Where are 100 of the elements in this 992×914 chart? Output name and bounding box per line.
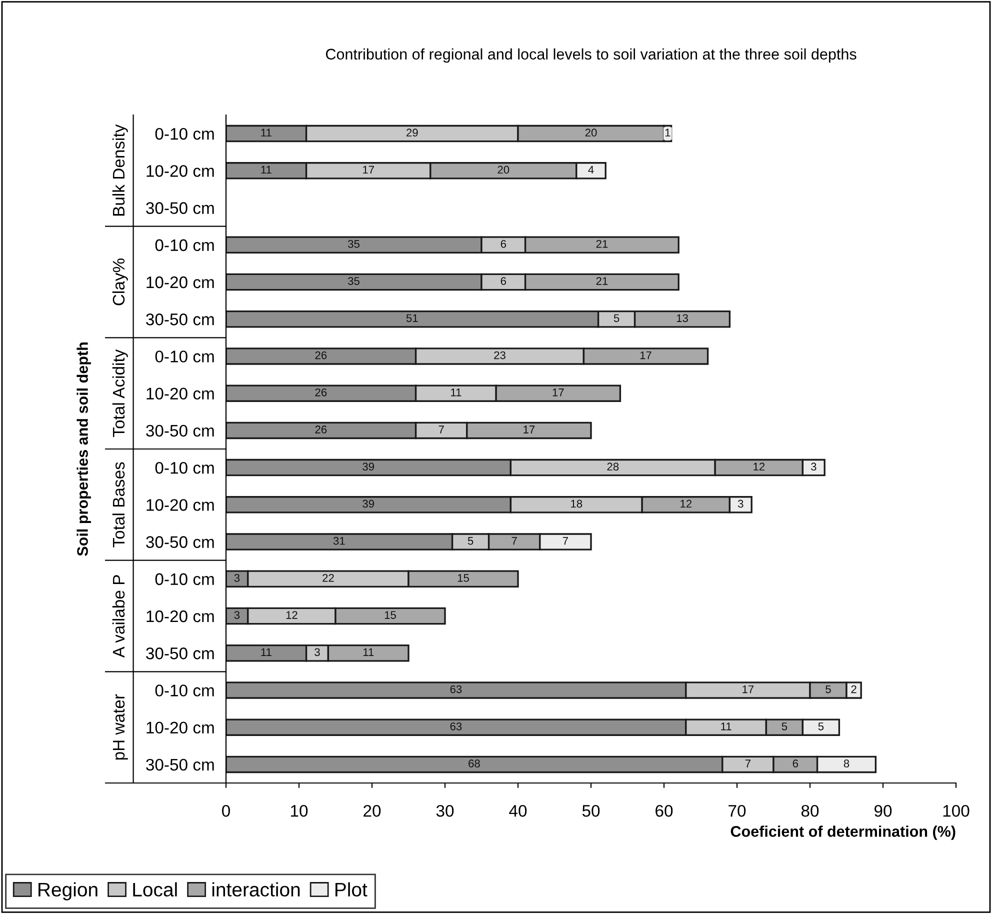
data-label: 4 xyxy=(588,166,594,174)
data-label: 12 xyxy=(680,500,692,508)
data-label: 5 xyxy=(826,685,831,694)
text: pH water xyxy=(112,694,128,760)
y-tick-label: 10-20 cm xyxy=(146,388,214,400)
x-tick-label: 80 xyxy=(801,804,819,817)
data-label: 3 xyxy=(314,648,320,656)
data-label: 11 xyxy=(721,722,732,730)
y-tick-label: 30-50 cm xyxy=(146,202,214,214)
data-label: 11 xyxy=(363,648,374,656)
data-label: 20 xyxy=(498,166,510,174)
data-label: 35 xyxy=(348,277,360,285)
data-label: 5 xyxy=(468,537,474,545)
y-tick-label: 0-10 cm xyxy=(155,128,214,140)
data-label: 2 xyxy=(851,685,856,694)
x-tick-label: 10 xyxy=(291,804,308,817)
data-label: 26 xyxy=(315,426,327,434)
legend-label: interaction xyxy=(212,882,300,897)
text: A vailabe P xyxy=(112,575,125,658)
data-label: 11 xyxy=(261,166,272,174)
x-tick-label: 60 xyxy=(656,804,673,817)
data-label: 5 xyxy=(818,722,824,730)
y-tick-label: 10-20 cm xyxy=(146,610,214,622)
data-label: 12 xyxy=(754,462,765,470)
y-tick-label: 0-10 cm xyxy=(155,462,214,474)
data-label: 8 xyxy=(844,760,850,768)
data-label: 68 xyxy=(468,760,480,768)
x-axis-title: Coeficient of determination (%) xyxy=(730,826,956,840)
data-label: 22 xyxy=(322,574,334,582)
y-tick-label: 30-50 cm xyxy=(146,758,214,771)
data-label: 1 xyxy=(665,128,670,136)
data-label: 51 xyxy=(406,314,418,322)
text: Total Acidity xyxy=(112,349,128,437)
data-label: 26 xyxy=(315,388,327,396)
x-tick-label: 30 xyxy=(436,804,454,817)
data-label: 18 xyxy=(571,500,582,508)
data-label: 7 xyxy=(512,537,517,545)
data-label: 11 xyxy=(261,648,272,656)
data-label: 17 xyxy=(742,685,754,694)
x-tick-label: 40 xyxy=(509,804,527,817)
data-label: 3 xyxy=(234,611,240,619)
data-label: 17 xyxy=(524,426,535,434)
x-tick-label: 50 xyxy=(582,804,600,817)
y-tick-label: 10-20 cm xyxy=(146,276,214,288)
data-label: 3 xyxy=(810,462,816,471)
x-tick-label: 100 xyxy=(943,804,970,817)
data-label: 7 xyxy=(438,426,444,434)
data-label: 63 xyxy=(450,685,462,694)
y-axis-title: Soil properties and soil depth xyxy=(76,342,91,556)
data-label: 15 xyxy=(384,611,396,619)
data-label: 17 xyxy=(552,388,564,396)
data-label: 17 xyxy=(363,166,374,174)
legend-label: Plot xyxy=(336,882,368,897)
data-label: 23 xyxy=(494,351,506,360)
text: Bulk Density xyxy=(112,124,128,216)
x-tick-label: 70 xyxy=(728,804,746,817)
y-tick-label: 10-20 cm xyxy=(146,165,214,177)
y-tick-label: 30-50 cm xyxy=(146,536,214,548)
data-label: 6 xyxy=(500,277,506,285)
data-label: 63 xyxy=(450,722,462,730)
data-label: 7 xyxy=(745,760,750,768)
x-tick-label: 20 xyxy=(364,804,381,817)
data-label: 15 xyxy=(458,574,469,582)
data-label: 5 xyxy=(782,722,788,730)
data-label: 26 xyxy=(315,351,327,360)
data-label: 35 xyxy=(348,240,360,248)
data-label: 12 xyxy=(286,611,298,619)
y-tick-label: 10-20 cm xyxy=(146,722,214,734)
data-label: 39 xyxy=(362,462,374,471)
legend-label: Region xyxy=(38,882,98,900)
data-label: 6 xyxy=(792,760,798,768)
y-tick-label: 30-50 cm xyxy=(146,314,214,326)
data-label: 13 xyxy=(676,314,688,322)
data-label: 21 xyxy=(596,240,608,248)
legend-label: Local xyxy=(133,882,177,897)
data-label: 17 xyxy=(640,351,652,360)
x-tick-label: 90 xyxy=(874,804,892,817)
data-label: 7 xyxy=(562,537,568,545)
data-label: 29 xyxy=(406,128,418,137)
chart-title: Contribution of regional and local levels to soil variation at the three soil depths xyxy=(326,48,856,63)
y-tick-label: 30-50 cm xyxy=(146,424,214,437)
data-label: 28 xyxy=(607,462,619,471)
y-tick-label: 0-10 cm xyxy=(155,573,214,586)
y-tick-label: 10-20 cm xyxy=(146,499,214,511)
data-label: 31 xyxy=(333,536,345,545)
data-label: 11 xyxy=(261,128,272,136)
text: Total Bases xyxy=(112,462,125,548)
text: Clay% xyxy=(112,258,128,306)
y-tick-label: 30-50 cm xyxy=(146,648,214,660)
data-label: 5 xyxy=(614,314,620,322)
data-label: 3 xyxy=(234,574,240,582)
data-label: 39 xyxy=(362,500,374,508)
y-tick-label: 0-10 cm xyxy=(155,239,214,252)
data-label: 11 xyxy=(451,388,462,396)
data-label: 21 xyxy=(596,277,608,285)
x-tick-label: 0 xyxy=(222,804,230,817)
y-tick-label: 0-10 cm xyxy=(155,350,214,362)
data-label: 6 xyxy=(500,240,506,248)
data-label: 3 xyxy=(738,500,744,508)
y-tick-label: 0-10 cm xyxy=(155,684,214,696)
